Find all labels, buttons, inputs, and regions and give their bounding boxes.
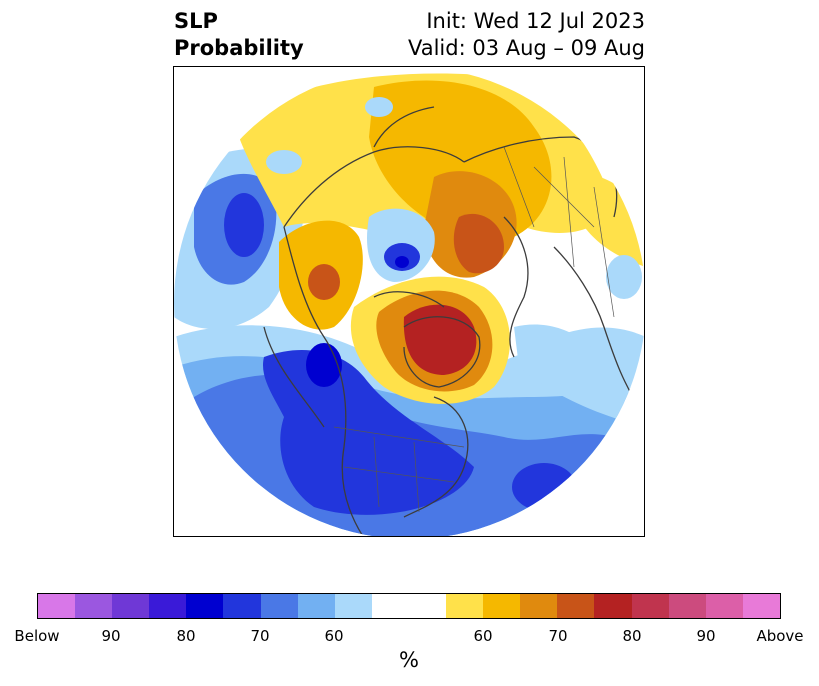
colorbar-swatch-above-55	[446, 594, 484, 618]
probability-field	[174, 67, 644, 536]
probability-map	[174, 67, 644, 536]
colorbar-swatch-below-70	[223, 594, 261, 618]
colorbar	[37, 593, 781, 619]
colorbar-swatch-below-75	[186, 594, 224, 618]
map-panel	[173, 66, 645, 537]
map-title: SLP Probability	[174, 8, 304, 62]
colorbar-swatch-below-80	[149, 594, 187, 618]
colorbar-swatch-below-90	[75, 594, 113, 618]
anomaly-below-pacific-core	[224, 193, 264, 257]
colorbar-unit-label: %	[399, 648, 419, 672]
colorbar-swatch-above-90	[705, 594, 743, 618]
colorbar-tick-below-80: 80	[176, 627, 196, 645]
colorbar-swatch-below-85	[112, 594, 150, 618]
anomaly-below-core-west	[306, 343, 342, 387]
init-date: Init: Wed 12 Jul 2023	[426, 9, 645, 33]
colorbar-swatch-below-60	[297, 594, 335, 618]
colorbar-swatch-above-65	[520, 594, 558, 618]
colorbar-swatch-above-70	[557, 594, 595, 618]
title-variable: SLP	[174, 9, 218, 33]
colorbar-tick-above-80: 80	[622, 627, 642, 645]
colorbar-swatch-below-100	[38, 594, 76, 618]
anomaly-above-greenland-core	[403, 304, 477, 375]
anomaly-below-pacific-patch	[266, 150, 302, 174]
anomaly-below-asia-patch	[606, 255, 642, 299]
colorbar-swatch-neutral	[371, 594, 447, 618]
colorbar-tick-below-70: 70	[250, 627, 270, 645]
anomaly-below-pole-center	[395, 256, 409, 268]
colorbar-tick-above-60: 60	[473, 627, 493, 645]
anomaly-below-atlantic	[512, 463, 576, 511]
colorbar-tick-above: Above	[756, 627, 804, 645]
colorbar-tick-above-70: 70	[548, 627, 568, 645]
anomaly-below-siberia-patch	[365, 97, 393, 117]
colorbar-swatch-above-60	[483, 594, 521, 618]
anomaly-below-atlantic-light	[514, 324, 644, 427]
colorbar-swatch-above-100	[742, 594, 780, 618]
colorbar-swatch-below-55	[334, 594, 372, 618]
political-borders	[333, 146, 615, 513]
valid-period: Valid: 03 Aug – 09 Aug	[407, 36, 645, 60]
coastlines	[263, 106, 644, 536]
forecast-dates: Init: Wed 12 Jul 2023 Valid: 03 Aug – 09…	[408, 8, 645, 62]
colorbar-swatch-above-75	[594, 594, 632, 618]
colorbar-swatch-below-65	[260, 594, 298, 618]
colorbar-tick-below-60: 60	[324, 627, 344, 645]
colorbar-tick-below-90: 90	[101, 627, 121, 645]
colorbar-tick-below: Below	[14, 627, 60, 645]
colorbar-tick-above-90: 90	[696, 627, 716, 645]
anomaly-above-alaska-core	[308, 264, 340, 300]
colorbar-swatch-above-80	[631, 594, 669, 618]
colorbar-swatch-above-85	[668, 594, 706, 618]
title-product: Probability	[174, 36, 304, 60]
anomaly-above-arctic-core	[453, 213, 504, 274]
